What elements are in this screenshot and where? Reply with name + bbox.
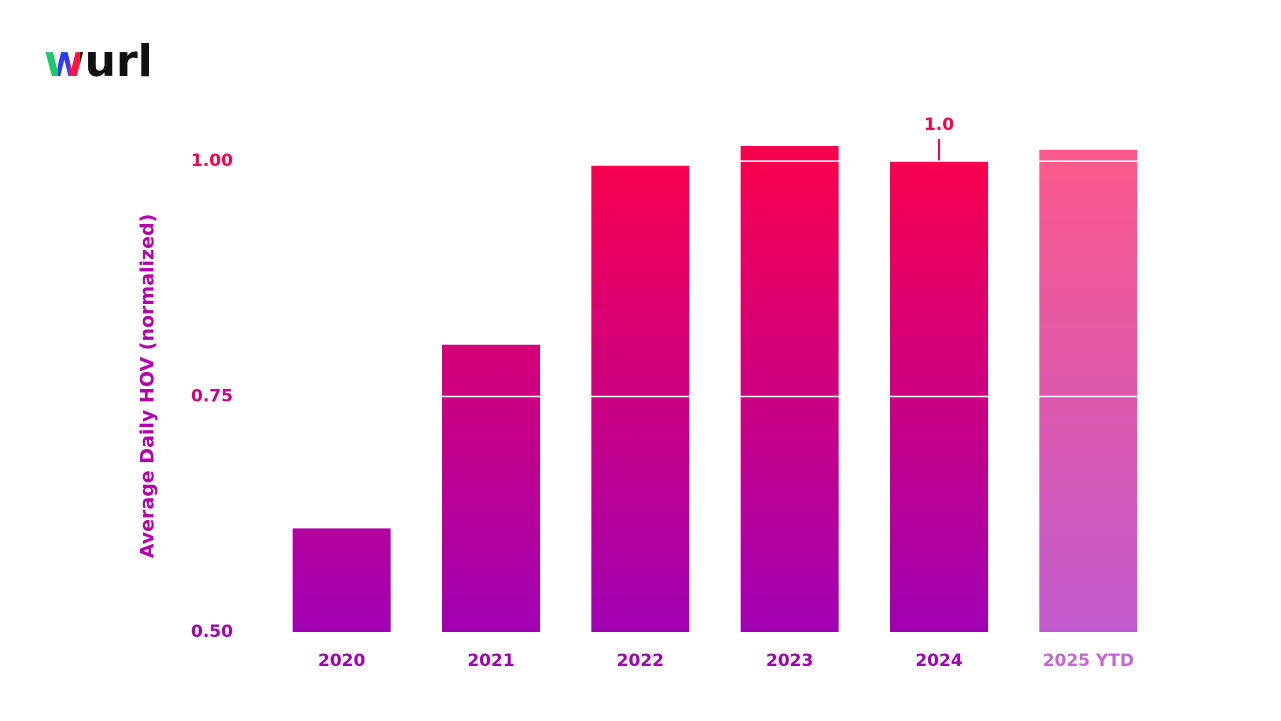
bar — [442, 344, 540, 632]
x-tick-label: 2025 YTD — [1043, 651, 1134, 671]
y-tick-label: 0.75 — [191, 387, 233, 407]
bar — [292, 528, 391, 632]
y-tick-label: 0.50 — [191, 622, 233, 642]
logo: wurl — [44, 36, 153, 87]
value-label: 1.0 — [924, 115, 954, 135]
bar — [591, 165, 690, 633]
x-tick-label: 2022 — [617, 651, 664, 671]
x-tick-label: 2020 — [318, 651, 365, 671]
x-tick-label: 2023 — [766, 651, 813, 671]
bar — [1039, 149, 1138, 632]
x-tick-label: 2021 — [467, 651, 514, 671]
x-tick-label: 2024 — [915, 651, 962, 671]
y-tick-label: 1.00 — [191, 151, 233, 171]
bar — [740, 146, 839, 632]
y-axis-label: Average Daily HOV (normalized) — [137, 214, 159, 559]
